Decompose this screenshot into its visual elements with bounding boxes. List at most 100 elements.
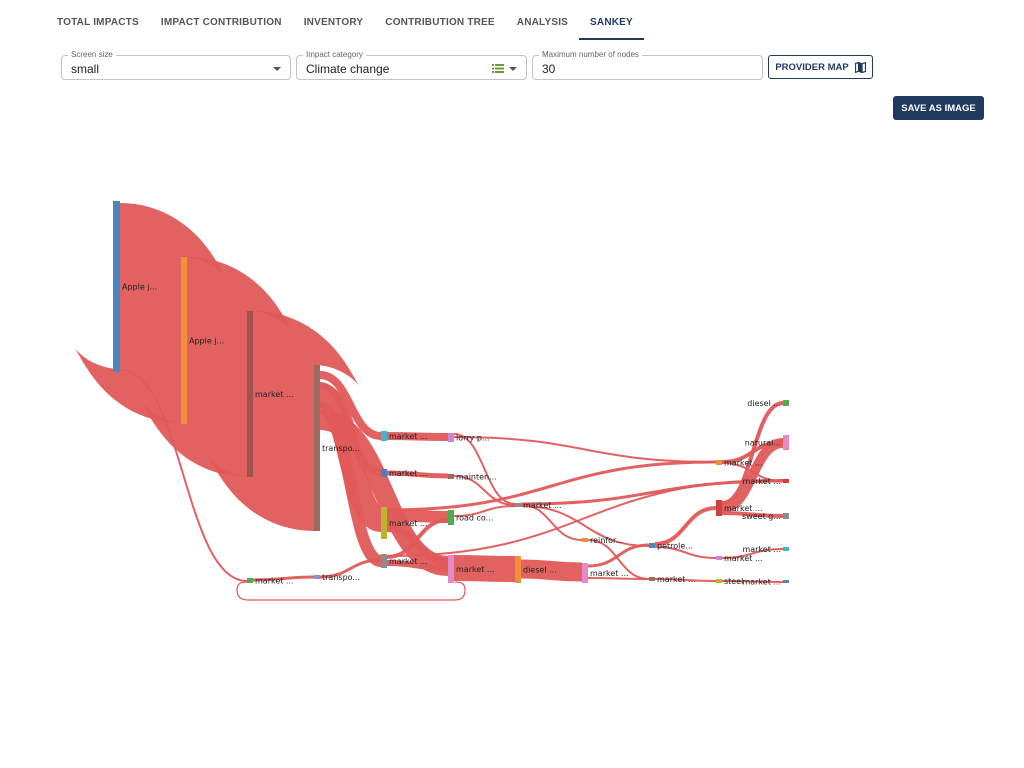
sankey-link[interactable] — [386, 432, 449, 441]
sankey-link[interactable] — [654, 506, 717, 546]
sankey-node-label: market ... — [724, 459, 763, 468]
sankey-node[interactable] — [582, 563, 588, 583]
sankey-node-label: mainten... — [456, 473, 497, 482]
sankey-node[interactable] — [783, 580, 789, 583]
sankey-node[interactable] — [247, 578, 253, 583]
sankey-node[interactable] — [649, 543, 655, 548]
sankey-link[interactable] — [587, 539, 650, 580]
sankey-node-label: petrole... — [657, 542, 693, 551]
sankey-node-label: market ... — [389, 432, 428, 441]
list-icon[interactable] — [492, 64, 504, 73]
sankey-node[interactable] — [783, 547, 789, 551]
impact-category-value: Climate change — [306, 62, 390, 76]
sankey-node-label: market ... — [724, 554, 763, 563]
tab-total-impacts[interactable]: TOTAL IMPACTS — [57, 17, 139, 28]
max-nodes-field[interactable]: Maximum number of nodes — [532, 49, 763, 80]
sankey-link[interactable] — [520, 479, 784, 506]
sankey-links — [72, 203, 784, 601]
sankey-link[interactable] — [386, 470, 449, 479]
sankey-link[interactable] — [138, 257, 296, 477]
impact-category-select[interactable]: Impact category Climate change — [296, 49, 527, 80]
sankey-link[interactable] — [318, 410, 450, 576]
sankey-node-label: market ... — [724, 504, 763, 513]
sankey-link[interactable] — [386, 560, 449, 571]
sankey-node[interactable] — [582, 538, 588, 542]
sankey-node[interactable] — [783, 479, 789, 483]
sankey-link[interactable] — [453, 505, 516, 517]
sankey-node[interactable] — [113, 201, 120, 372]
sankey-node[interactable] — [448, 474, 454, 479]
sankey-node[interactable] — [314, 575, 320, 579]
tab-analysis[interactable]: ANALYSIS — [516, 17, 569, 28]
sankey-node[interactable] — [247, 311, 253, 477]
sankey-link[interactable] — [587, 577, 650, 580]
sankey-link[interactable] — [520, 505, 650, 547]
sankey-node-label: market ... — [523, 501, 562, 510]
sankey-link[interactable] — [119, 369, 248, 582]
sankey-node[interactable] — [448, 555, 454, 583]
map-icon — [854, 61, 866, 73]
sankey-link[interactable] — [205, 311, 362, 531]
sankey-node[interactable] — [716, 556, 722, 560]
sankey-loop-link[interactable] — [236, 581, 466, 601]
sankey-link[interactable] — [453, 475, 516, 506]
sankey-link[interactable] — [721, 548, 784, 559]
sankey-link[interactable] — [386, 524, 449, 566]
sankey-node-label: lorry p... — [456, 434, 490, 443]
save-as-image-button[interactable]: SAVE AS IMAGE — [893, 96, 984, 120]
sankey-node[interactable] — [716, 500, 722, 516]
sankey-node-label: sweet g... — [742, 512, 781, 521]
sankey-node[interactable] — [783, 400, 789, 406]
sankey-link[interactable] — [654, 546, 717, 559]
sankey-node[interactable] — [381, 431, 387, 441]
screen-size-select[interactable]: Screen size small — [61, 49, 291, 80]
sankey-nodes: Apple j... Apple j... market ... transpo...… — [113, 201, 789, 587]
sankey-link[interactable] — [721, 401, 784, 505]
sankey-link[interactable] — [319, 371, 382, 440]
chevron-down-icon[interactable] — [273, 67, 281, 71]
sankey-node[interactable] — [716, 579, 722, 583]
sankey-node[interactable] — [448, 510, 454, 525]
sankey-node[interactable] — [515, 556, 521, 583]
sankey-node-label: road co... — [456, 514, 493, 523]
sankey-link[interactable] — [721, 511, 784, 518]
tab-sankey[interactable]: SANKEY — [579, 8, 644, 40]
sankey-node[interactable] — [716, 460, 722, 465]
provider-map-button[interactable]: PROVIDER MAP — [768, 55, 873, 79]
sankey-link[interactable] — [520, 559, 583, 582]
sankey-link[interactable] — [386, 460, 717, 512]
sankey-node-label: Apple j... — [189, 337, 224, 346]
sankey-node-label: market ... — [742, 477, 781, 486]
sankey-node[interactable] — [783, 513, 789, 519]
tab-impact-contribution[interactable]: IMPACT CONTRIBUTION — [160, 17, 282, 28]
sankey-link[interactable] — [72, 203, 229, 423]
sankey-link[interactable] — [252, 575, 315, 582]
sankey-link[interactable] — [721, 580, 784, 583]
sankey-node-label: diesel ... — [523, 566, 557, 575]
screen-size-value: small — [71, 62, 100, 76]
tab-inventory[interactable]: INVENTORY — [303, 17, 364, 28]
max-nodes-input[interactable] — [542, 62, 742, 76]
sankey-link[interactable] — [721, 438, 784, 513]
max-nodes-label: Maximum number of nodes — [539, 49, 642, 61]
sankey-link[interactable] — [386, 509, 449, 523]
sankey-link[interactable] — [654, 578, 717, 582]
sankey-node[interactable] — [381, 469, 387, 477]
tab-contribution-tree[interactable]: CONTRIBUTION TREE — [385, 17, 495, 28]
sankey-node[interactable] — [448, 433, 454, 442]
chevron-down-icon[interactable] — [509, 67, 517, 71]
sankey-node[interactable] — [314, 365, 320, 531]
sankey-link[interactable] — [453, 436, 717, 463]
sankey-link[interactable] — [587, 543, 650, 568]
provider-map-label: PROVIDER MAP — [775, 61, 849, 73]
sankey-node[interactable] — [649, 577, 655, 581]
sankey-link[interactable] — [721, 462, 784, 482]
sankey-node[interactable] — [181, 257, 187, 424]
sankey-node[interactable] — [515, 503, 521, 507]
sankey-link[interactable] — [319, 558, 382, 579]
sankey-node[interactable] — [381, 554, 387, 568]
sankey-link[interactable] — [453, 433, 516, 505]
sankey-node[interactable] — [783, 435, 789, 450]
sankey-link[interactable] — [453, 555, 516, 582]
sankey-node[interactable] — [381, 507, 387, 539]
